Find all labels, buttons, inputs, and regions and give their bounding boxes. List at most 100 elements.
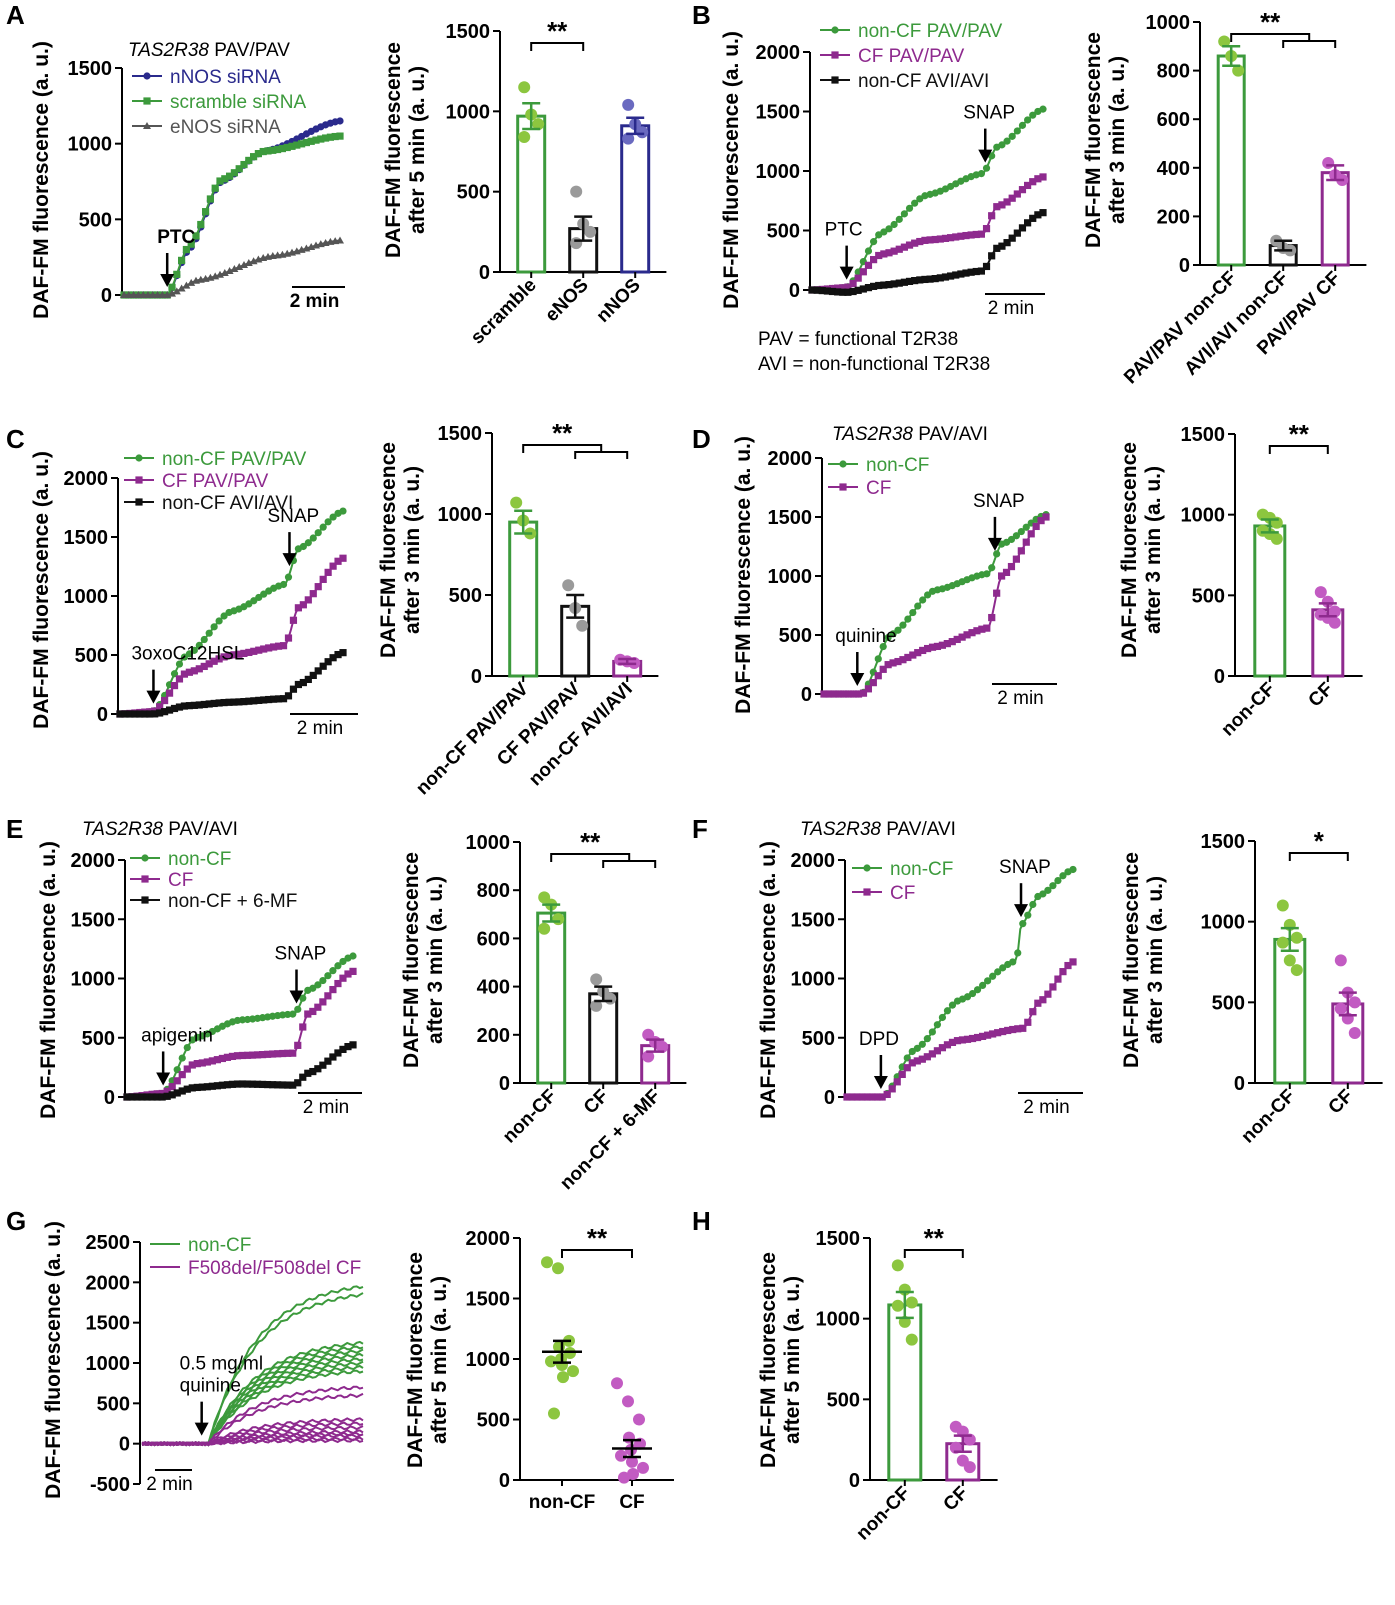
D-trace-series-marker	[914, 602, 922, 610]
F-trace-series-marker	[1054, 975, 1062, 983]
D-trace-arrow-head	[987, 537, 1002, 551]
G-trace-scale-label: 2 min	[146, 1474, 192, 1495]
C-trace-legend-marker	[135, 498, 143, 506]
H-bar-sig-bracket	[903, 1249, 964, 1258]
F-trace-series-marker	[1019, 920, 1027, 928]
C-trace-series-marker	[116, 710, 124, 718]
D-trace-series-marker	[894, 657, 902, 666]
E-trace-series-marker	[324, 972, 332, 980]
D-trace-series-marker	[1022, 538, 1030, 546]
B-trace-series-marker	[941, 234, 950, 242]
B-trace-legend-marker	[831, 76, 839, 84]
E-trace-legend-marker	[141, 896, 149, 904]
E-trace-series-marker	[344, 970, 352, 978]
E-trace-series-marker	[163, 1087, 171, 1095]
D-bar-sig-bracket	[1268, 445, 1329, 454]
A-bar-x-tick-label: nNOS	[593, 275, 645, 327]
A-trace-series-marker	[235, 262, 244, 270]
E-trace-series-marker	[173, 1089, 181, 1097]
E-bar-data-point	[538, 922, 551, 935]
C-trace-series-marker	[304, 596, 312, 604]
E-trace-series-marker	[289, 1010, 297, 1018]
B-trace-series-marker	[1018, 186, 1027, 194]
G-bar-y-label: after 5 min (a. u.)	[428, 1276, 451, 1444]
B-trace-series-marker	[988, 212, 996, 220]
B-trace-series-marker	[982, 262, 991, 271]
C-trace-series-marker	[180, 702, 189, 710]
C-trace-series-marker	[314, 583, 322, 591]
G-trace-trace-line	[141, 1437, 364, 1447]
C-trace-series-marker	[210, 699, 218, 708]
G-trace-trace-line	[141, 1436, 364, 1447]
G-bar-sig-label: **	[587, 1223, 608, 1253]
F-trace-arrow-label: DPD	[859, 1029, 899, 1050]
A-trace-series-marker	[254, 150, 262, 158]
B-trace-legend-marker	[831, 51, 839, 59]
E-trace-series-marker	[269, 1050, 277, 1058]
G-trace-y-tick-label: -500	[90, 1474, 130, 1496]
B-trace-series-marker	[849, 287, 857, 296]
A-trace-series-marker	[274, 145, 282, 154]
F-trace-series-marker	[999, 1027, 1007, 1036]
B-trace-y-tick-label: 1000	[756, 161, 801, 183]
A-trace-series-marker	[322, 134, 330, 142]
A-trace-series-marker	[245, 156, 253, 165]
D-trace-series-marker	[899, 656, 907, 664]
C-trace-series-marker	[319, 523, 327, 531]
A-bar-data-point	[570, 237, 583, 250]
C-bar-y-tick-label: 1000	[438, 504, 483, 526]
B-bar-y-tick-label: 200	[1157, 206, 1190, 228]
E-trace-series-marker	[153, 1093, 161, 1101]
F-trace-series-marker	[984, 977, 992, 985]
D-bar-x-tick-label: non-CF	[1217, 679, 1279, 741]
E-trace-series-marker	[294, 1005, 302, 1013]
E-trace-series-marker	[198, 1083, 206, 1091]
A-bar-sig-bracket	[530, 42, 585, 51]
E-trace-series-marker	[304, 1010, 312, 1018]
D-trace-series-marker	[889, 659, 897, 667]
C-trace-series-marker	[165, 706, 174, 714]
E-trace-legend-label: non-CF	[168, 849, 231, 870]
D-trace-series-marker	[1042, 513, 1050, 521]
E-trace-series-marker	[203, 1058, 211, 1066]
A-trace-series-marker	[326, 133, 334, 141]
A-trace-series-marker	[269, 146, 277, 154]
E-bar-x-tick-label: CF	[580, 1086, 613, 1119]
E-trace-series-marker	[329, 1053, 337, 1061]
B-trace-series-marker	[1039, 173, 1047, 181]
D-trace-series-marker	[854, 690, 863, 698]
B-trace-series-marker	[972, 267, 980, 276]
chart-C-bar: 0 500 1000 1500 DAF-FM fluorescence after 3 m…	[377, 418, 659, 799]
A-trace-series-marker	[240, 260, 248, 268]
B-trace-series-marker	[1029, 214, 1037, 222]
E-trace-series-marker	[294, 1041, 302, 1049]
B-trace-series-marker	[875, 251, 883, 260]
F-trace-series-marker	[1049, 882, 1057, 890]
D-trace-series-marker	[1007, 562, 1016, 571]
D-trace-series-marker	[859, 689, 868, 697]
F-trace-series-marker	[913, 1044, 921, 1052]
B-trace-series-marker	[1024, 181, 1032, 190]
D-bar-y-label: after 3 min (a. u.)	[1142, 466, 1165, 634]
B-trace-series-marker	[844, 283, 852, 291]
D-trace-series-marker	[968, 629, 976, 637]
A-bar-x-tick-label: eNOS	[541, 275, 592, 326]
F-trace-series-marker	[1039, 996, 1047, 1004]
E-trace-legend-marker	[141, 875, 149, 883]
D-trace-series-marker	[879, 642, 887, 651]
C-trace-series-marker	[131, 710, 139, 718]
E-trace-series-marker	[259, 1080, 267, 1089]
E-bar-y-label: after 3 min (a. u.)	[424, 876, 447, 1044]
D-trace-series-marker	[879, 665, 887, 673]
F-bar-y-label: after 3 min (a. u.)	[1144, 876, 1167, 1044]
B-trace-series-marker	[875, 281, 883, 290]
D-trace-series-marker	[1002, 568, 1011, 576]
C-trace-y-tick-label: 0	[97, 704, 108, 726]
A-trace-series-marker	[307, 137, 315, 145]
B-trace-legend-marker	[831, 26, 839, 34]
E-trace-series-marker	[193, 1060, 201, 1068]
B-trace-series-marker	[1024, 116, 1032, 124]
G-trace-arrow-label: 0.5 mg/ml	[180, 1354, 263, 1375]
C-trace-series-marker	[195, 701, 203, 709]
E-trace-y-tick-label: 0	[104, 1087, 115, 1109]
